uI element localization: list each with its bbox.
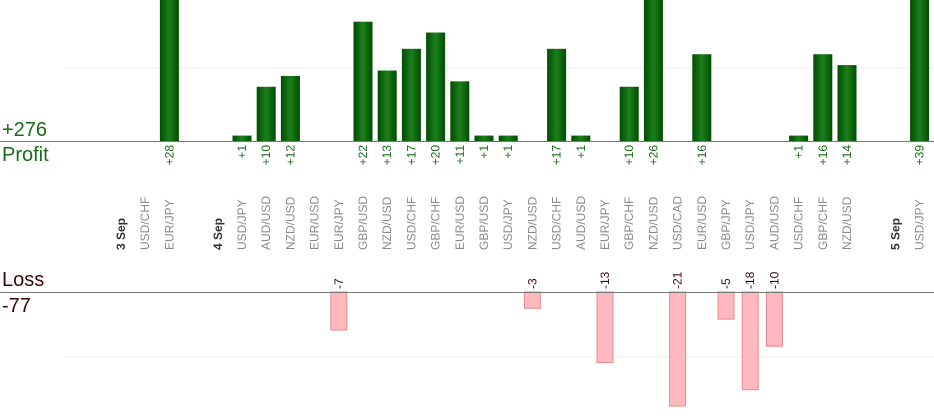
pair-label: EUR/JPY xyxy=(598,199,612,250)
profit-value-label: +11 xyxy=(453,145,467,165)
profit-value-label: +22 xyxy=(356,145,370,166)
pair-label: EUR/USD xyxy=(695,196,709,250)
pair-label: NZD/USD xyxy=(840,196,854,250)
profit-bar xyxy=(401,48,421,141)
loss-bar xyxy=(717,291,735,320)
pair-label: NZD/USD xyxy=(283,196,297,250)
loss-bar xyxy=(741,291,759,391)
profit-value-label: +1 xyxy=(792,145,806,159)
pair-label: NZD/USD xyxy=(380,196,394,250)
profit-bar xyxy=(353,21,373,142)
loss-value-label: -5 xyxy=(719,278,733,289)
loss-bar xyxy=(330,291,348,331)
profit-value-label: +1 xyxy=(235,145,249,159)
pair-label: GBP/CHF xyxy=(622,197,636,250)
profit-bar xyxy=(280,75,300,141)
loss-value-label: -21 xyxy=(671,271,685,289)
profit-bar xyxy=(159,0,179,141)
pair-label: EUR/USD xyxy=(308,196,322,250)
profit-bar xyxy=(789,135,809,141)
value-labels: +28 +1 +10 +12 -7 +22 +13 +17 +20 +11 +1 +1 -3 +17 +1 -… xyxy=(162,145,926,289)
bars xyxy=(159,0,930,407)
pair-label: AUD/USD xyxy=(259,196,273,250)
profit-bar xyxy=(813,54,833,141)
pair-label: GBP/CHF xyxy=(816,197,830,250)
profit-bar xyxy=(232,135,252,141)
profit-bar xyxy=(426,32,446,141)
loss-bar xyxy=(669,291,687,407)
profit-total: +276 xyxy=(2,119,48,141)
profit-value-label: +28 xyxy=(162,145,176,166)
profit-bar xyxy=(256,86,276,141)
pair-label: USD/JPY xyxy=(501,199,515,250)
loss-value-label: -3 xyxy=(525,278,539,289)
profit-value-label: +1 xyxy=(574,145,588,159)
pair-label: USD/JPY xyxy=(235,199,249,250)
profit-value-label: +10 xyxy=(259,145,273,166)
pair-label: GBP/CHF xyxy=(429,197,443,250)
pair-label: EUR/JPY xyxy=(162,199,176,250)
loss-label: Loss xyxy=(2,269,45,291)
pair-label: USD/CHF xyxy=(792,197,806,250)
profit-value-label: +17 xyxy=(404,145,418,166)
date-label: 5 Sep xyxy=(888,218,902,250)
profit-bar xyxy=(547,48,567,141)
profit-bar xyxy=(692,54,712,141)
loss-bar xyxy=(596,291,614,364)
profit-value-label: +17 xyxy=(550,145,564,166)
pair-label: USD/CHF xyxy=(550,197,564,250)
profit-value-label: +39 xyxy=(913,145,927,166)
date-label: 4 Sep xyxy=(211,218,225,250)
pair-label: GBP/JPY xyxy=(719,199,733,250)
loss-value-label: -18 xyxy=(743,271,757,289)
loss-value-label: -10 xyxy=(767,271,781,289)
profit-bar xyxy=(450,81,470,141)
loss-total: -77 xyxy=(2,295,31,317)
profit-value-label: +20 xyxy=(429,145,443,166)
grid-lines xyxy=(64,67,934,358)
category-labels: 3 Sep USD/CHF EUR/JPY 4 Sep USD/JPY AUD/USD NZ… xyxy=(114,196,927,250)
profit-bar xyxy=(837,65,857,141)
pair-label: USD/CHF xyxy=(404,197,418,250)
profit-bar xyxy=(571,135,591,141)
profit-value-label: +12 xyxy=(283,145,297,166)
pair-label: GBP/USD xyxy=(477,196,491,250)
axes xyxy=(0,141,934,293)
loss-bar xyxy=(523,291,541,309)
profit-bar xyxy=(910,0,930,141)
pair-label: EUR/JPY xyxy=(332,199,346,250)
pair-label: USD/CHF xyxy=(138,197,152,250)
profit-label: Profit xyxy=(2,144,49,166)
profit-bar xyxy=(619,86,639,141)
loss-value-label: -7 xyxy=(332,278,346,289)
pair-label: NZD/USD xyxy=(646,196,660,250)
profit-bar xyxy=(377,70,397,141)
profit-value-label: +10 xyxy=(622,145,636,166)
loss-bar xyxy=(765,291,783,347)
pair-label: USD/CAD xyxy=(671,196,685,250)
profit-bar xyxy=(643,0,663,141)
profit-value-label: +13 xyxy=(380,145,394,166)
date-label: 3 Sep xyxy=(114,218,128,250)
profit-value-label: +14 xyxy=(840,145,854,166)
pair-label: USD/JPY xyxy=(913,199,927,250)
pair-label: GBP/USD xyxy=(356,196,370,250)
pair-label: AUD/USD xyxy=(767,196,781,250)
loss-value-label: -13 xyxy=(598,271,612,289)
profit-bar xyxy=(498,135,518,141)
profit-value-label: +26 xyxy=(646,145,660,166)
pair-label: AUD/USD xyxy=(574,196,588,250)
profit-value-label: +1 xyxy=(501,145,515,159)
pair-label: USD/JPY xyxy=(743,199,757,250)
profit-bar xyxy=(474,135,494,141)
profit-value-label: +1 xyxy=(477,145,491,159)
pair-label: EUR/USD xyxy=(453,196,467,250)
pair-label: NZD/USD xyxy=(525,196,539,250)
profit-value-label: +16 xyxy=(695,145,709,166)
profit-value-label: +16 xyxy=(816,145,830,166)
